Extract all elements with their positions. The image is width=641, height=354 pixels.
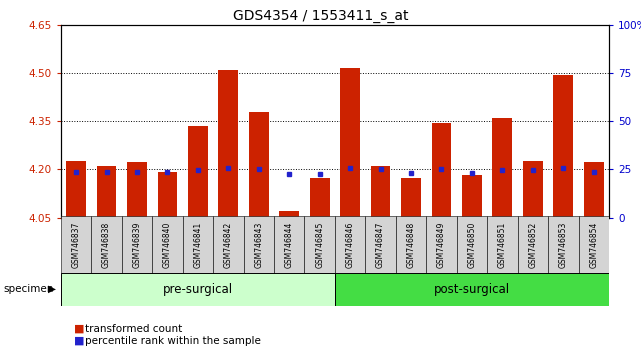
Bar: [396, 216, 426, 274]
Bar: [219, 70, 238, 218]
Text: post-surgical: post-surgical: [434, 283, 510, 296]
Bar: [492, 118, 512, 218]
Bar: [462, 175, 482, 218]
Text: GSM746839: GSM746839: [133, 222, 142, 268]
Bar: [365, 216, 396, 274]
Bar: [370, 166, 390, 218]
Text: percentile rank within the sample: percentile rank within the sample: [85, 336, 261, 346]
Bar: [61, 273, 335, 306]
Bar: [340, 68, 360, 218]
Text: GSM746849: GSM746849: [437, 222, 446, 268]
Bar: [122, 216, 153, 274]
Text: ■: ■: [74, 336, 84, 346]
Text: GSM746854: GSM746854: [589, 222, 598, 268]
Text: GDS4354 / 1553411_s_at: GDS4354 / 1553411_s_at: [233, 9, 408, 23]
Text: transformed count: transformed count: [85, 324, 183, 333]
Bar: [518, 216, 548, 274]
Bar: [61, 216, 92, 274]
Bar: [92, 216, 122, 274]
Text: pre-surgical: pre-surgical: [163, 283, 233, 296]
Bar: [213, 216, 244, 274]
Bar: [548, 216, 578, 274]
Text: ▶: ▶: [48, 284, 56, 294]
Bar: [401, 178, 421, 218]
Bar: [188, 126, 208, 218]
Text: GSM746846: GSM746846: [345, 222, 354, 268]
Text: GSM746837: GSM746837: [72, 222, 81, 268]
Text: GSM746848: GSM746848: [406, 222, 415, 268]
Bar: [249, 112, 269, 218]
Bar: [244, 216, 274, 274]
Bar: [553, 75, 573, 218]
Bar: [183, 216, 213, 274]
Text: GSM746843: GSM746843: [254, 222, 263, 268]
Text: GSM746841: GSM746841: [194, 222, 203, 268]
Bar: [431, 124, 451, 218]
Text: GSM746853: GSM746853: [559, 222, 568, 268]
Bar: [66, 161, 86, 218]
Bar: [426, 216, 456, 274]
Text: ■: ■: [74, 324, 84, 333]
Bar: [523, 161, 543, 218]
Text: GSM746844: GSM746844: [285, 222, 294, 268]
Bar: [335, 273, 609, 306]
Text: GSM746847: GSM746847: [376, 222, 385, 268]
Text: GSM746845: GSM746845: [315, 222, 324, 268]
Bar: [97, 166, 117, 218]
Text: specimen: specimen: [3, 284, 54, 294]
Bar: [158, 172, 178, 218]
Text: GSM746840: GSM746840: [163, 222, 172, 268]
Bar: [578, 216, 609, 274]
Bar: [456, 216, 487, 274]
Text: GSM746842: GSM746842: [224, 222, 233, 268]
Bar: [310, 178, 329, 218]
Bar: [335, 216, 365, 274]
Bar: [127, 162, 147, 218]
Bar: [487, 216, 518, 274]
Bar: [153, 216, 183, 274]
Text: GSM746838: GSM746838: [102, 222, 111, 268]
Text: GSM746852: GSM746852: [528, 222, 537, 268]
Text: GSM746850: GSM746850: [467, 222, 476, 268]
Bar: [274, 216, 304, 274]
Bar: [304, 216, 335, 274]
Text: GSM746851: GSM746851: [498, 222, 507, 268]
Bar: [584, 162, 604, 218]
Bar: [279, 211, 299, 218]
